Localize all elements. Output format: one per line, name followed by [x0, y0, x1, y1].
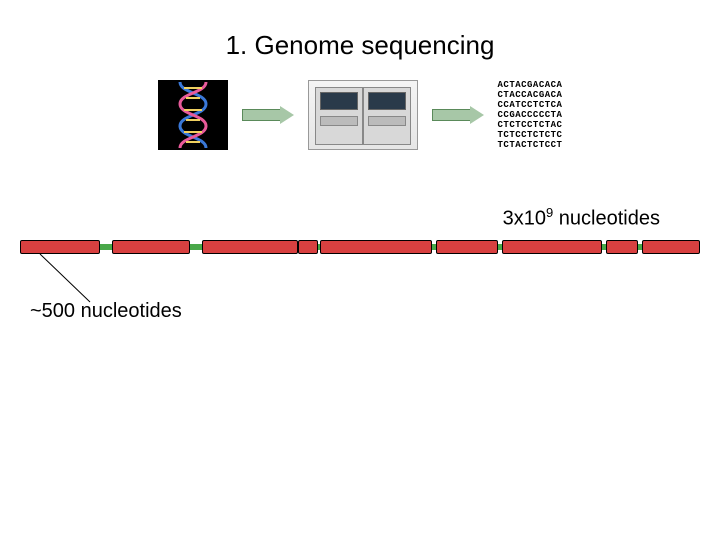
sequencer-panel — [320, 116, 358, 126]
sequence-line: CCATCCTCTCA — [498, 100, 563, 110]
sequencer-panel — [368, 116, 406, 126]
dna-image — [158, 80, 228, 150]
sequence-line: TCTACTCTCCT — [498, 140, 563, 150]
sequencer-screen — [368, 92, 406, 110]
sequencer-cabinet — [315, 87, 363, 145]
dna-helix-icon — [176, 82, 210, 148]
process-flow: ACTACGACACACTACCACGACACCATCCTCTCACCGACCC… — [0, 80, 720, 150]
sequencer-cabinet — [363, 87, 411, 145]
page-title: 1. Genome sequencing — [0, 30, 720, 61]
genome-fragment — [20, 240, 100, 254]
arrow-body — [432, 109, 470, 121]
sequencer-image — [308, 80, 418, 150]
genome-fragment — [606, 240, 638, 254]
genome-fragment — [320, 240, 432, 254]
genome-length-label: 3x109 nucleotides — [503, 205, 660, 231]
arrow-head-icon — [470, 106, 484, 124]
sequence-line: CTACCACGACA — [498, 90, 563, 100]
genome-track — [20, 240, 700, 254]
genome-fragment — [642, 240, 700, 254]
arrow-body — [242, 109, 280, 121]
genome-fragment — [112, 240, 190, 254]
genome-fragment — [202, 240, 298, 254]
genome-label-suffix: nucleotides — [553, 208, 660, 230]
sequence-line: CTCTCCTCTAC — [498, 120, 563, 130]
fragment-length-label: ~500 nucleotides — [30, 300, 182, 323]
genome-fragment — [436, 240, 498, 254]
callout-line — [20, 254, 140, 304]
sequence-line: CCGACCCCCTA — [498, 110, 563, 120]
genome-fragment — [502, 240, 602, 254]
genome-fragment — [298, 240, 318, 254]
arrow-2 — [432, 106, 484, 124]
sequence-line: TCTCCTCTCTC — [498, 130, 563, 140]
genome-label-prefix: 3x10 — [503, 208, 546, 230]
sequence-output: ACTACGACACACTACCACGACACCATCCTCTCACCGACCC… — [498, 80, 563, 150]
arrow-head-icon — [280, 106, 294, 124]
sequence-line: ACTACGACACA — [498, 80, 563, 90]
sequencer-screen — [320, 92, 358, 110]
arrow-1 — [242, 106, 294, 124]
